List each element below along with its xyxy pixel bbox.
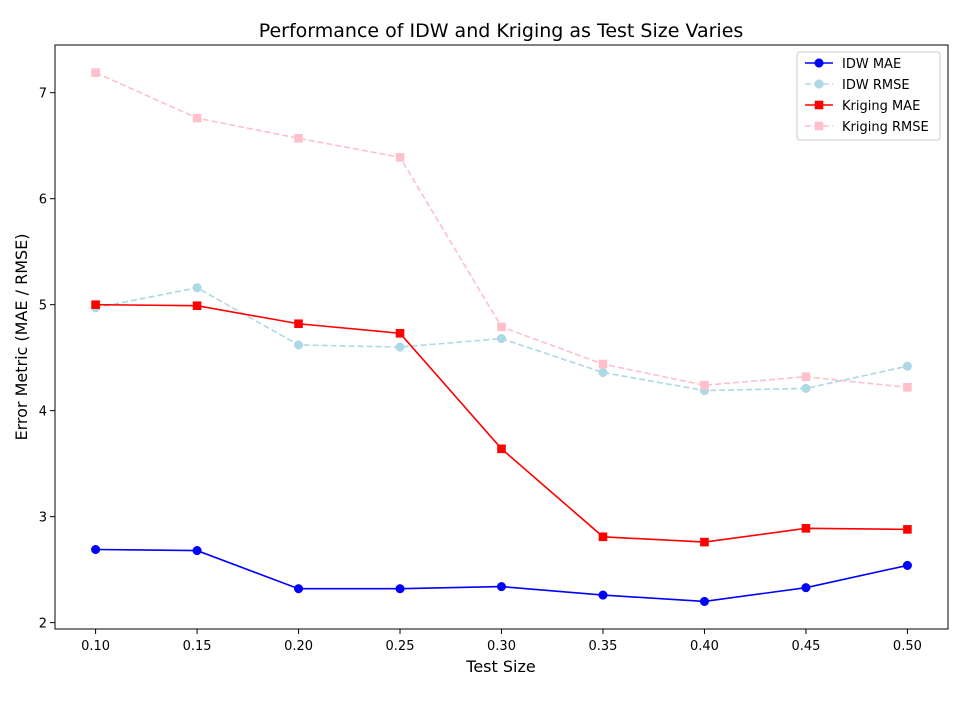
- data-point-idw-rmse: [395, 342, 405, 352]
- legend-item-kriging-mae: Kriging MAE: [805, 99, 920, 114]
- data-point-kriging-rmse: [395, 153, 405, 162]
- data-point-idw-mae: [395, 584, 405, 594]
- y-tick-label: 6: [39, 193, 47, 208]
- y-tick-label: 2: [39, 617, 47, 632]
- data-point-kriging-rmse: [294, 133, 303, 143]
- data-point-idw-mae: [496, 582, 507, 592]
- data-point-kriging-rmse: [801, 372, 811, 382]
- data-point-kriging-mae: [497, 444, 506, 454]
- x-tick-label: 0.20: [284, 639, 313, 654]
- data-point-idw-rmse: [496, 334, 507, 344]
- legend-label: IDW RMSE: [842, 78, 910, 93]
- legend-item-kriging-rmse: Kriging RMSE: [805, 120, 929, 135]
- data-point-kriging-mae: [294, 319, 303, 329]
- data-point-idw-mae: [902, 560, 912, 570]
- x-tick-label: 0.40: [690, 639, 719, 654]
- x-tick-label: 0.30: [487, 639, 516, 654]
- legend-marker: [814, 121, 824, 131]
- legend-label: Kriging MAE: [842, 99, 920, 114]
- legend-marker: [814, 100, 824, 110]
- y-axis-label: Error Metric (MAE / RMSE): [12, 233, 31, 440]
- x-tick-label: 0.45: [791, 639, 820, 654]
- series-kriging-mae: [91, 300, 912, 547]
- data-point-idw-rmse: [902, 361, 912, 371]
- data-point-kriging-mae: [801, 524, 811, 533]
- data-point-idw-mae: [91, 544, 101, 555]
- data-point-kriging-rmse: [91, 68, 100, 77]
- series-kriging-rmse: [91, 68, 912, 392]
- series-layer: [91, 68, 912, 606]
- data-point-kriging-rmse: [903, 383, 912, 392]
- data-point-kriging-mae: [91, 300, 100, 309]
- data-point-idw-mae: [293, 584, 304, 594]
- data-point-idw-mae: [699, 596, 710, 606]
- data-point-kriging-mae: [598, 532, 608, 542]
- data-point-kriging-rmse: [497, 322, 506, 332]
- x-axis-label: Test Size: [465, 657, 535, 676]
- data-point-kriging-rmse: [598, 359, 608, 369]
- series-idw-rmse: [91, 283, 912, 396]
- data-point-kriging-mae: [700, 537, 709, 547]
- series-line-idw-mae: [95, 548, 908, 603]
- data-point-idw-rmse: [801, 383, 811, 393]
- legend-item-idw-mae: IDW MAE: [805, 57, 901, 72]
- data-point-kriging-mae: [192, 301, 202, 311]
- y-tick-label: 4: [39, 405, 47, 420]
- y-tick-label: 7: [39, 87, 47, 102]
- plot-area-frame: [54, 44, 949, 630]
- legend-item-idw-rmse: IDW RMSE: [805, 78, 910, 93]
- x-tick-label: 0.10: [81, 639, 110, 654]
- series-idw-mae: [91, 544, 912, 606]
- data-point-idw-rmse: [293, 340, 304, 350]
- x-axis-ticks: 0.10 0.15 0.20 0.25 0.30 0.35 0.40 0.45 0.50: [81, 629, 922, 654]
- data-point-idw-rmse: [598, 367, 608, 378]
- legend-marker: [814, 58, 824, 68]
- y-tick-label: 3: [39, 511, 47, 526]
- data-point-idw-mae: [192, 546, 202, 556]
- legend-label: Kriging RMSE: [842, 120, 929, 135]
- x-tick-label: 0.15: [183, 639, 212, 654]
- x-tick-label: 0.35: [589, 639, 618, 654]
- legend: IDW MAE IDW RMSE Kriging MAE Kriging RMSE: [796, 51, 941, 141]
- data-point-idw-rmse: [192, 283, 202, 293]
- data-point-idw-mae: [801, 583, 811, 593]
- legend-label: IDW MAE: [842, 57, 901, 72]
- x-tick-label: 0.50: [893, 639, 922, 654]
- y-axis-ticks: 2 3 4 5 6 7: [39, 87, 55, 632]
- x-tick-label: 0.25: [386, 639, 415, 654]
- data-point-kriging-rmse: [192, 113, 202, 123]
- y-tick-label: 5: [39, 299, 47, 314]
- chart-title: Performance of IDW and Kriging as Test S…: [259, 20, 744, 42]
- legend-marker: [814, 79, 824, 89]
- data-point-idw-mae: [598, 590, 608, 600]
- legend-box: [796, 51, 941, 141]
- data-point-kriging-mae: [903, 525, 912, 534]
- data-point-kriging-mae: [395, 328, 405, 338]
- data-point-kriging-rmse: [700, 380, 709, 390]
